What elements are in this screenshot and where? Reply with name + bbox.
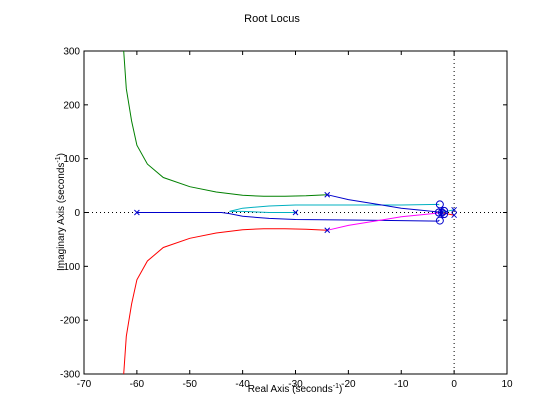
x-tick-label: -40 (235, 379, 250, 390)
zero-marker (434, 208, 443, 217)
locus-branch-0 (123, 50, 328, 197)
pole-zero-markers (134, 191, 457, 234)
pole-marker (451, 206, 457, 213)
reference-lines (84, 51, 507, 374)
x-axis-label: Real Axis (seconds-1) (248, 383, 343, 395)
y-tick-label: -300 (60, 370, 80, 381)
x-tick-label: 0 (451, 379, 457, 390)
x-tick-label: -10 (394, 379, 409, 390)
locus-branch-1 (123, 228, 328, 375)
zero-marker (435, 200, 444, 209)
zero-marker (435, 216, 444, 225)
zero-marker (437, 208, 446, 217)
y-tick-label: -100 (60, 262, 80, 273)
pole-marker (324, 227, 331, 234)
zero-marker (440, 210, 449, 219)
y-tick-label: -200 (60, 316, 80, 327)
locus-branch-3 (229, 203, 440, 213)
y-tick-label: 100 (63, 154, 80, 165)
locus-branches (123, 50, 455, 375)
x-tick-label: -30 (288, 379, 303, 390)
x-tick-label: -20 (341, 379, 356, 390)
pole-marker (292, 209, 299, 216)
pole-marker (451, 212, 457, 219)
chart-title: Root Locus (244, 13, 300, 25)
x-tick-label: -70 (77, 379, 92, 390)
locus-branch-4 (327, 194, 439, 213)
zero-marker (440, 206, 449, 215)
pole-marker (324, 191, 331, 198)
pole-marker (134, 209, 140, 216)
locus-branch-2 (136, 212, 440, 222)
y-tick-label: 200 (63, 100, 80, 111)
x-tick-label: -60 (130, 379, 145, 390)
locus-branch-5 (327, 212, 439, 231)
y-axis-label: Imaginary Axis (seconds-1) (55, 153, 67, 271)
y-tick-label: 0 (74, 208, 80, 219)
x-tick-label: 10 (501, 379, 513, 390)
y-tick-label: 300 (63, 47, 80, 58)
axis-ticks: -70 -60 -50 -40 -30 -20 -10 0 10-300-200-1000100… (60, 47, 513, 391)
x-tick-label: -50 (183, 379, 198, 390)
